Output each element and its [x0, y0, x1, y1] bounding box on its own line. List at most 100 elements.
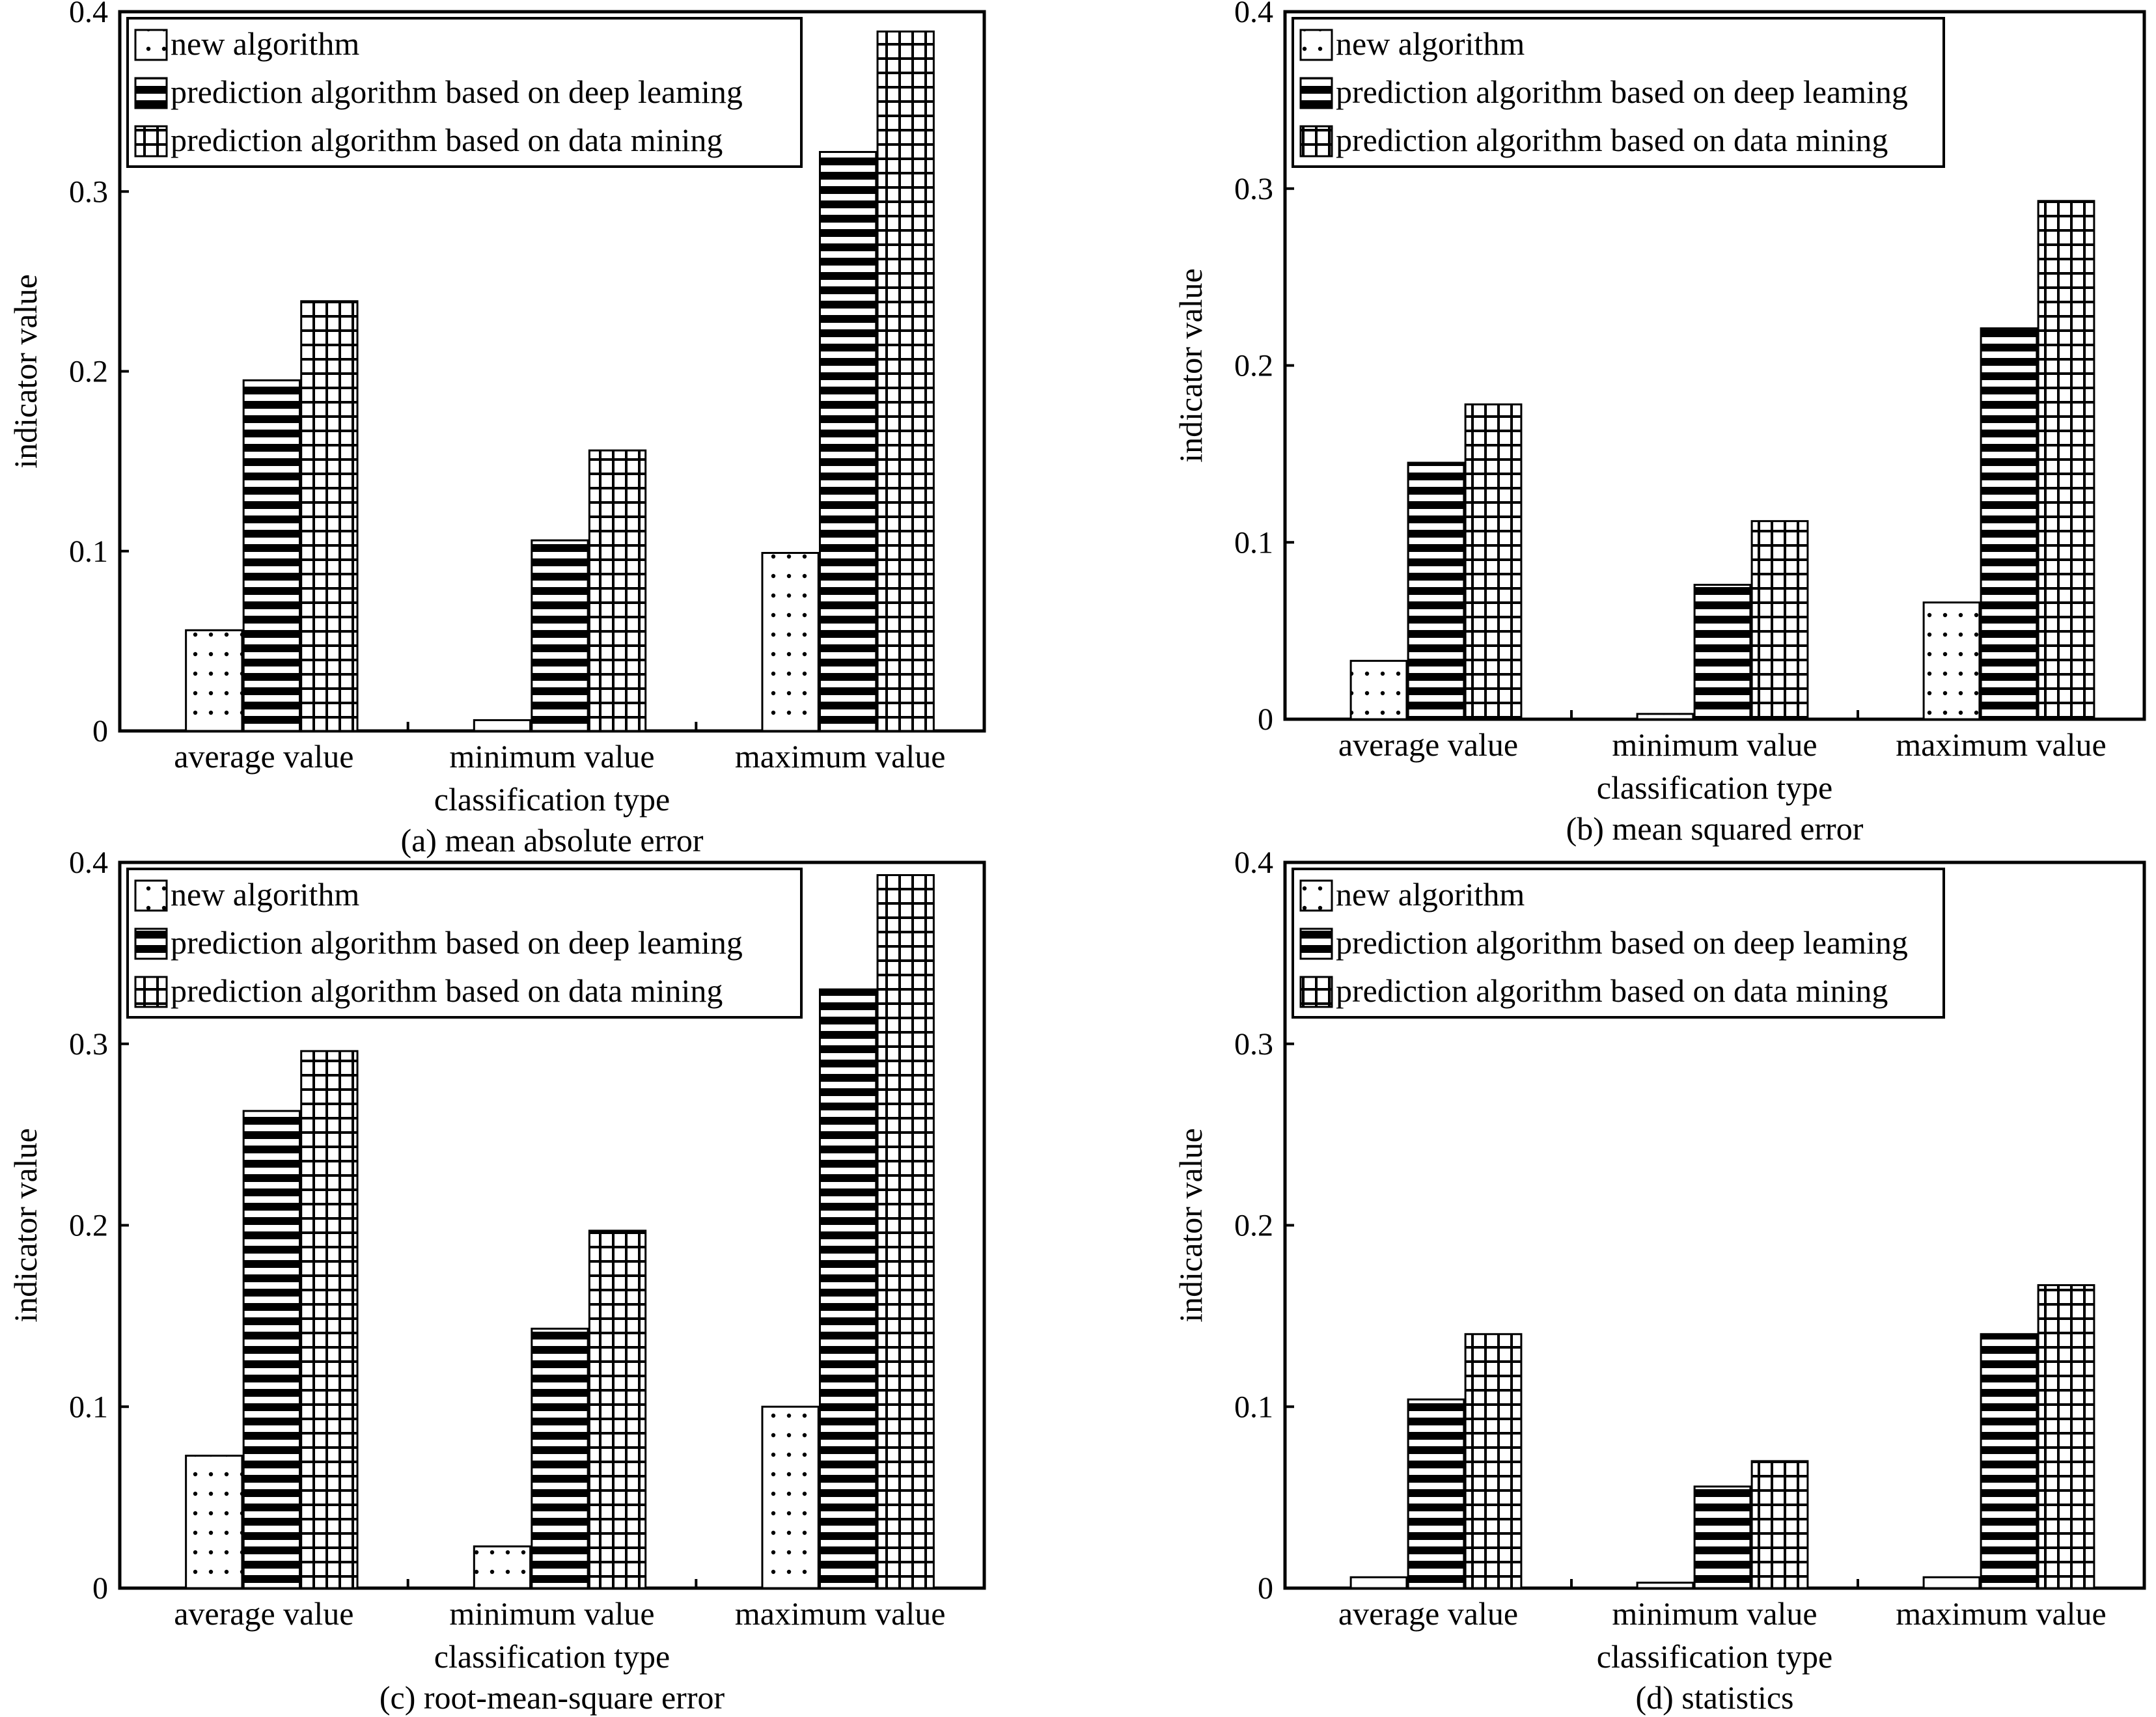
legend-swatch-dots	[1299, 879, 1333, 912]
bar-hstripes-0	[242, 379, 301, 732]
x-axis-title: classification type	[1597, 1638, 1832, 1675]
x-category-label: maximum value	[1896, 726, 2107, 763]
x-category-label: minimum value	[449, 738, 654, 775]
legend-label: prediction algorithm based on data minin…	[1336, 122, 1888, 158]
legend-swatch-hstripes	[1299, 927, 1333, 960]
chart-panel-b: 0 0.1 0.2 0.3 0.4 average value minimum value m…	[1172, 0, 2146, 847]
y-tick-label: 0.1	[1234, 1390, 1273, 1424]
legend-swatch-dots	[1299, 29, 1333, 61]
x-axis-title: classification type	[434, 1638, 670, 1675]
legend-swatch-hstripes	[134, 927, 168, 960]
x-category-label: average value	[174, 738, 353, 775]
legend-box	[126, 17, 803, 168]
x-category-label: average value	[1338, 726, 1518, 763]
chart-panel-d: 0 0.1 0.2 0.3 0.4 average value minimum value m…	[1172, 845, 2146, 1716]
y-tick-label: 0.2	[1234, 349, 1273, 383]
bar-grid-0	[300, 300, 359, 732]
legend-label: prediction algorithm based on deep leami…	[1336, 924, 1908, 961]
y-tick-label: 0.1	[1234, 525, 1273, 560]
bar-hstripes-2	[1980, 327, 2038, 721]
bar-dots-0	[1349, 659, 1408, 721]
bar-grid-1	[1750, 1460, 1809, 1589]
bar-hstripes-1	[1693, 1485, 1752, 1589]
panel-caption: (b) mean squared error	[1566, 810, 1864, 847]
chart-panel-a: 0 0.1 0.2 0.3 0.4 average value minimum value m…	[7, 0, 986, 859]
bar-grid-1	[1750, 520, 1809, 721]
x-category-label: average value	[174, 1595, 353, 1632]
legend-label: prediction algorithm based on deep leami…	[171, 74, 743, 110]
legend: new algorithm prediction algorithm based …	[126, 17, 803, 168]
y-tick-label: 0.3	[69, 174, 108, 209]
y-tick-label: 0	[92, 714, 108, 749]
y-tick-label: 0.3	[1234, 1027, 1273, 1062]
y-tick-label: 0	[1258, 1571, 1273, 1606]
bar-grid-2	[876, 874, 935, 1589]
legend-box	[1292, 17, 1945, 168]
bar-hstripes-1	[531, 1327, 589, 1589]
legend-swatch-grid	[134, 125, 168, 158]
y-tick-label: 0.1	[69, 1390, 108, 1424]
bar-dots-2	[1922, 1576, 1981, 1589]
panel-caption: (c) root-mean-square error	[380, 1679, 725, 1716]
bar-hstripes-2	[819, 988, 878, 1589]
x-category-label: minimum value	[449, 1595, 654, 1632]
bar-dots-0	[1349, 1576, 1408, 1589]
bar-hstripes-2	[819, 150, 878, 732]
legend-label: prediction algorithm based on deep leami…	[1336, 74, 1908, 110]
legend-swatch-hstripes	[134, 77, 168, 109]
legend-label: prediction algorithm based on data minin…	[1336, 972, 1888, 1009]
x-category-label: maximum value	[1896, 1595, 2107, 1632]
legend-swatch-hstripes	[1299, 77, 1333, 109]
y-tick-label: 0.4	[69, 845, 108, 880]
y-tick-label: 0.2	[69, 1209, 108, 1243]
chart-panel-c: 0 0.1 0.2 0.3 0.4 average value minimum value m…	[7, 845, 986, 1716]
y-tick-label: 0.3	[1234, 172, 1273, 206]
legend-swatch-dots	[134, 29, 168, 61]
bar-dots-1	[473, 719, 532, 732]
legend-label: prediction algorithm based on deep leami…	[171, 924, 743, 961]
x-category-label: minimum value	[1612, 726, 1817, 763]
bar-dots-0	[185, 629, 243, 732]
y-tick-label: 0.2	[1234, 1209, 1273, 1243]
bar-dots-1	[1636, 1582, 1694, 1589]
bar-hstripes-1	[531, 539, 589, 732]
bar-grid-0	[300, 1050, 359, 1589]
bar-dots-0	[185, 1455, 243, 1589]
legend-swatch-grid	[1299, 976, 1333, 1008]
x-axis-title: classification type	[434, 781, 670, 817]
y-axis-title: indicator value	[7, 274, 44, 469]
y-tick-label: 0.3	[69, 1027, 108, 1062]
legend-swatch-grid	[1299, 125, 1333, 158]
bar-dots-1	[1636, 713, 1694, 721]
y-tick-label: 0.4	[69, 0, 108, 29]
bar-hstripes-0	[242, 1110, 301, 1589]
bar-dots-2	[761, 552, 820, 732]
legend-swatch-grid	[134, 976, 168, 1008]
legend-label: prediction algorithm based on data minin…	[171, 972, 723, 1009]
y-axis-title: indicator value	[7, 1128, 44, 1323]
bar-grid-0	[1464, 1333, 1523, 1589]
bar-hstripes-0	[1407, 1398, 1465, 1589]
y-tick-label: 0.2	[69, 355, 108, 389]
legend-swatch-dots	[134, 879, 168, 912]
y-tick-label: 0	[1258, 702, 1273, 737]
bar-grid-2	[876, 30, 935, 732]
x-category-label: average value	[1338, 1595, 1518, 1632]
bar-grid-2	[2037, 1284, 2095, 1589]
bar-hstripes-0	[1407, 461, 1465, 721]
bar-dots-2	[761, 1405, 820, 1589]
y-tick-label: 0.1	[69, 534, 108, 569]
bar-grid-1	[588, 1229, 647, 1589]
bar-dots-2	[1922, 601, 1981, 721]
legend-box	[126, 868, 803, 1019]
chart-panels: 0 0.1 0.2 0.3 0.4 average value minimum value m…	[7, 0, 2146, 1716]
x-axis-title: classification type	[1597, 769, 1832, 806]
legend-label: new algorithm	[1336, 25, 1525, 62]
bar-hstripes-2	[1980, 1333, 2038, 1589]
legend-box	[1292, 868, 1945, 1019]
panel-caption: (d) statistics	[1635, 1679, 1793, 1716]
bar-grid-1	[588, 449, 647, 732]
bar-grid-2	[2037, 200, 2095, 721]
y-tick-label: 0	[92, 1571, 108, 1606]
